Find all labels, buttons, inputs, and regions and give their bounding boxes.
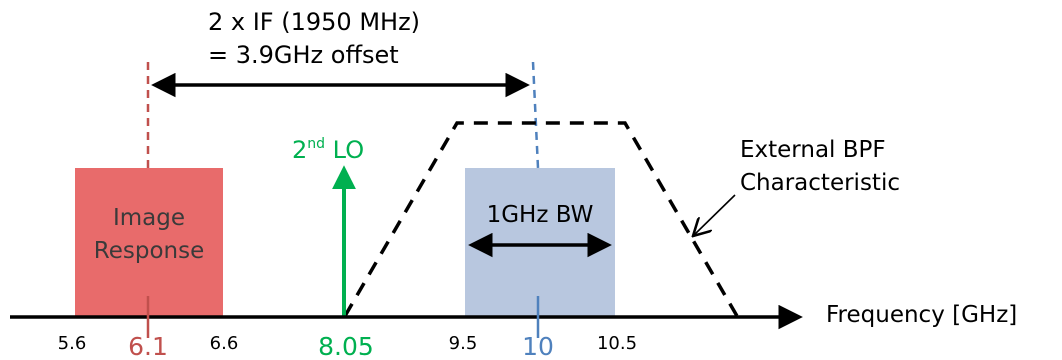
- second-lo-label-sup: nd: [307, 136, 325, 152]
- bpf-label-line2: Characteristic: [740, 170, 900, 196]
- tick-label-8.05: 8.05: [318, 332, 374, 360]
- tick-label-10.5: 10.5: [597, 333, 637, 354]
- tick-label-6.1: 6.1: [128, 332, 168, 360]
- signal-center-dashed-line: [531, 61, 540, 169]
- bpf-pointer-arrow: [693, 194, 736, 236]
- offset-label-line2: = 3.9GHz offset: [208, 41, 399, 69]
- image-response-label-line2: Response: [94, 238, 204, 264]
- signal-band-block: [465, 168, 615, 318]
- tick-label-9.5: 9.5: [449, 333, 478, 354]
- second-lo-label-suffix: LO: [325, 136, 364, 164]
- tick-label-6.6: 6.6: [210, 333, 239, 354]
- offset-label-line1: 2 x IF (1950 MHz): [208, 8, 420, 36]
- tick-label-10: 10: [522, 332, 554, 360]
- bpf-label-line1: External BPF: [740, 137, 886, 163]
- tick-label-5.6: 5.6: [58, 333, 87, 354]
- frequency-axis-label: Frequency [GHz]: [826, 302, 1017, 328]
- image-response-label-line1: Image: [113, 205, 185, 231]
- second-lo-label: 2nd LO: [292, 136, 364, 164]
- signal-band-label: 1GHz BW: [487, 202, 594, 228]
- second-lo-label-prefix: 2: [292, 136, 307, 164]
- image-response-block: [75, 168, 223, 318]
